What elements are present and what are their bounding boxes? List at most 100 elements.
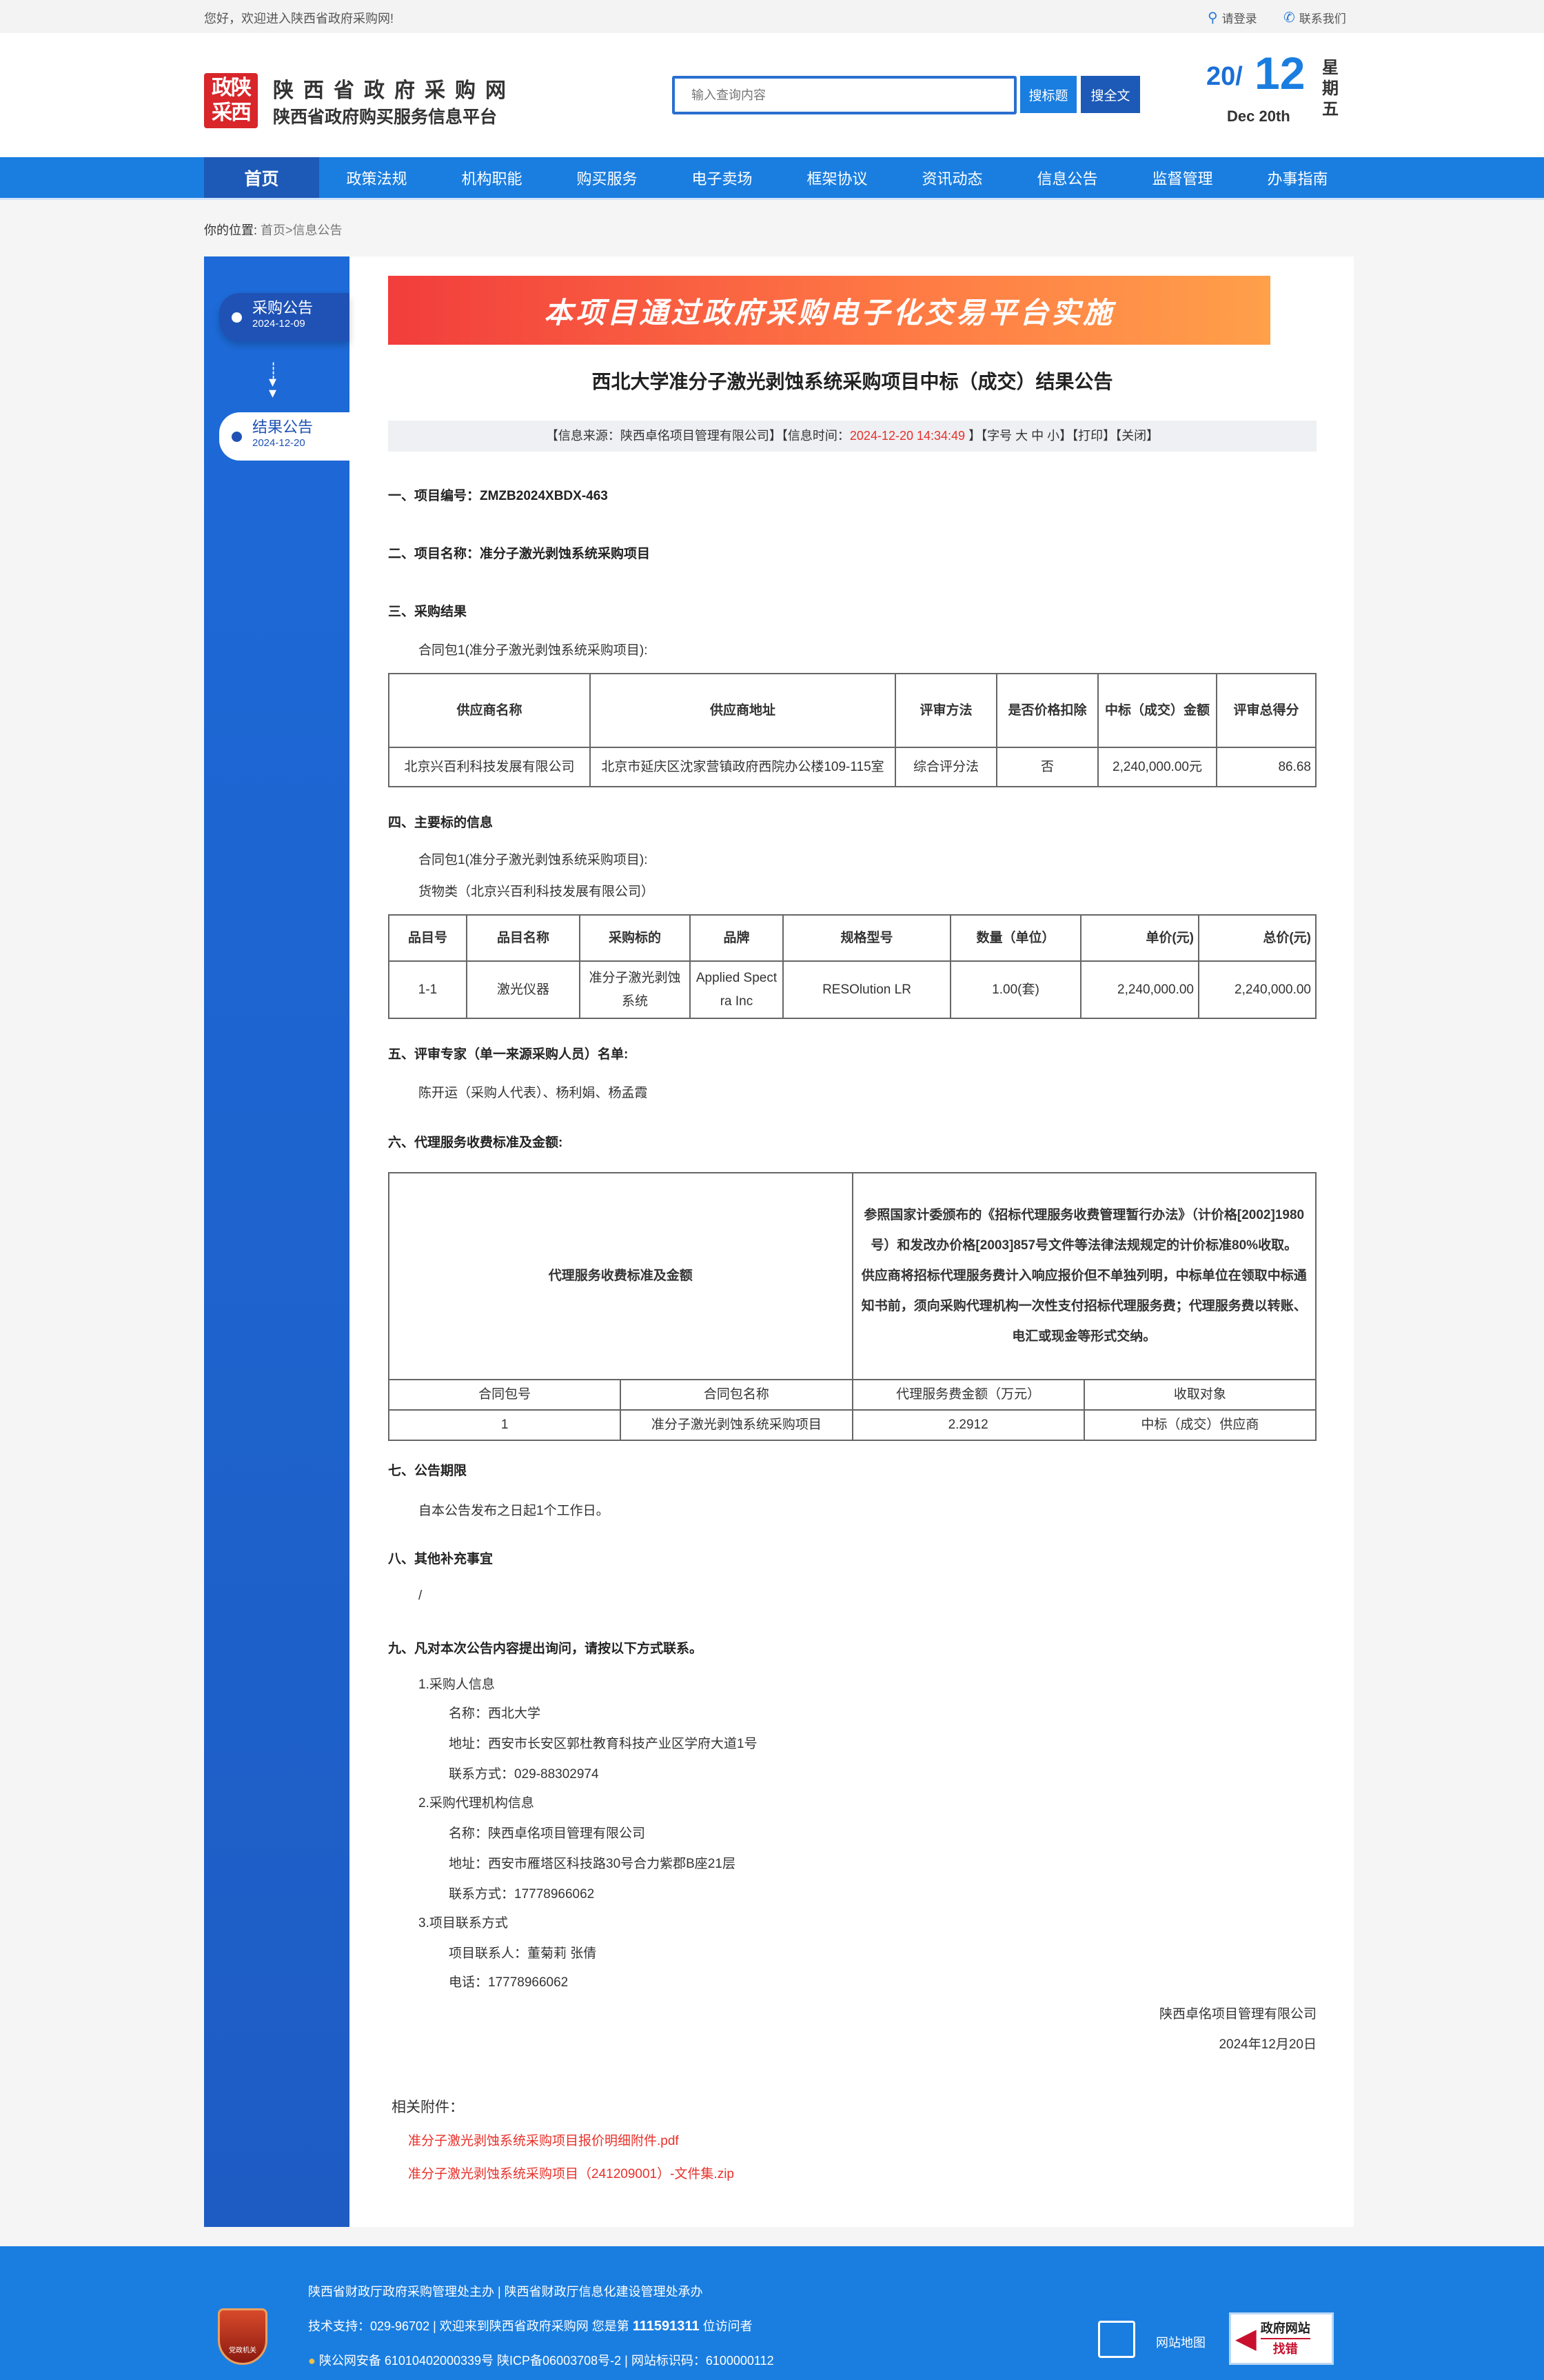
section-period-heading: 七、公告期限 — [388, 1464, 467, 1478]
items-table: 品目号 品目名称 采购标的 品牌 规格型号 数量（单位） 单价(元) 总价(元)… — [388, 914, 1317, 1019]
section-contact-heading: 九、凡对本次公告内容提出询问，请按以下方式联系。 — [388, 1642, 703, 1656]
cell: 综合评分法 — [895, 747, 997, 787]
cell: 准分子激光剥蚀系统 — [579, 960, 691, 1019]
cell: 2,240,000.00 — [1080, 960, 1199, 1019]
sidebar-item-result-notice[interactable]: 结果公告 2024-12-20 — [219, 412, 349, 461]
site-subtitle: 陕西省政府购买服务信息平台 — [273, 108, 498, 127]
nav-supervision[interactable]: 监督管理 — [1152, 170, 1213, 188]
cell: 2.2912 — [851, 1409, 1085, 1441]
search-fulltext-button[interactable]: 搜全文 — [1081, 76, 1140, 113]
cell: 1.00(套) — [950, 960, 1081, 1019]
col-header: 是否价格扣除 — [996, 673, 1099, 748]
col-header: 总价(元) — [1198, 914, 1317, 962]
agent-phone: 联系方式：17778966062 — [449, 1887, 595, 1902]
nav-policy[interactable]: 政策法规 — [346, 170, 407, 188]
project-contact-phone: 电话：17778966062 — [449, 1975, 569, 1990]
cell: 准分子激光剥蚀系统采购项目 — [620, 1409, 853, 1441]
agent-heading: 2.采购代理机构信息 — [418, 1796, 534, 1811]
cell: 否 — [996, 747, 1099, 787]
fee-table: 代理服务收费标准及金额 参照国家计委颁布的《招标代理服务收费管理暂行办法》（计价… — [387, 1172, 1317, 1441]
col-header: 数量（单位） — [950, 914, 1081, 962]
cell: 86.68 — [1216, 747, 1317, 787]
table-row: 北京兴百利科技发展有限公司 北京市延庆区沈家营镇政府西院办公楼109-115室 … — [388, 747, 1317, 787]
fee-label: 代理服务收费标准及金额 — [388, 1172, 853, 1380]
report-error-button[interactable]: ◀ 政府网站 找错 — [1229, 2312, 1334, 2365]
nav-home[interactable]: 首页 — [204, 157, 319, 198]
nav-institutions[interactable]: 机构职能 — [461, 170, 522, 188]
table-row: 1-1 激光仪器 准分子激光剥蚀系统 Applied Spectra Inc R… — [388, 960, 1317, 1019]
table-row: 1 准分子激光剥蚀系统采购项目 2.2912 中标（成交）供应商 — [387, 1409, 1317, 1441]
sidebar-item-date: 2024-12-20 — [252, 437, 305, 449]
col-header: 供应商地址 — [589, 673, 896, 748]
attachment-link-pdf[interactable]: 准分子激光剥蚀系统采购项目报价明细附件.pdf — [408, 2134, 679, 2148]
nav-purchase-services[interactable]: 购买服务 — [576, 170, 638, 188]
footer-registration[interactable]: ● 陕公网安备 61010402000339号 陕ICP备06003708号-2… — [308, 2354, 774, 2368]
cell: 2,240,000.00元 — [1097, 747, 1217, 787]
buyer-name: 名称：西北大学 — [449, 1706, 541, 1721]
cell: 1 — [387, 1409, 622, 1441]
col-header: 品目名称 — [466, 914, 580, 962]
site-name: 陕西省政府采购网 — [273, 79, 516, 102]
info-actions[interactable]: 】【字号 大 中 小】【打印】【关闭】 — [965, 429, 1159, 443]
date-year: 20/ — [1206, 62, 1243, 91]
section-project-name: 二、项目名称：准分子激光剥蚀系统采购项目 — [388, 547, 651, 561]
cell: 北京市延庆区沈家营镇政府西院办公楼109-115室 — [589, 747, 896, 787]
fee-description: 参照国家计委颁布的《招标代理服务收费管理暂行办法》（计价格[2002]1980号… — [851, 1172, 1317, 1380]
attachment-link-zip[interactable]: 准分子激光剥蚀系统采购项目（241209001）-文件集.zip — [408, 2167, 734, 2181]
arrow-down-icon: ┊ ▾ ▾ — [269, 362, 278, 401]
section-other-heading: 八、其他补充事宜 — [388, 1552, 494, 1566]
phone-icon: ✆ — [1283, 10, 1295, 26]
project-contact-person: 项目联系人：董菊莉 张倩 — [449, 1946, 597, 1961]
agent-name: 名称：陕西卓佲项目管理有限公司 — [449, 1826, 646, 1841]
attachments-label: 相关附件： — [392, 2099, 464, 2115]
package-label: 合同包1(准分子激光剥蚀系统采购项目): — [418, 643, 648, 658]
table-header-row: 供应商名称 供应商地址 评审方法 是否价格扣除 中标（成交）金额 评审总得分 — [388, 673, 1317, 748]
info-bar: 【信息来源：陕西卓佲项目管理有限公司】【信息时间：2024-12-20 14:3… — [388, 421, 1317, 452]
date-day: 12 — [1254, 48, 1306, 99]
table-header-row: 品目号 品目名称 采购标的 品牌 规格型号 数量（单位） 单价(元) 总价(元) — [388, 914, 1317, 962]
info-source: 【信息来源：陕西卓佲项目管理有限公司】【信息时间： — [545, 429, 850, 443]
signature-date: 2024年12月20日 — [1219, 2037, 1317, 2052]
col-header: 品牌 — [689, 914, 784, 962]
search-input[interactable] — [672, 76, 1017, 114]
nav-guide[interactable]: 办事指南 — [1267, 170, 1328, 188]
login-link[interactable]: ⚲ 请登录 — [1208, 9, 1257, 26]
sitemap-icon[interactable] — [1098, 2321, 1135, 2358]
cell: 1-1 — [388, 960, 467, 1019]
contact-link[interactable]: ✆ 联系我们 — [1283, 9, 1346, 26]
result-table: 供应商名称 供应商地址 评审方法 是否价格扣除 中标（成交）金额 评审总得分 北… — [388, 673, 1317, 787]
buyer-heading: 1.采购人信息 — [418, 1677, 495, 1692]
nav-news[interactable]: 资讯动态 — [922, 170, 983, 188]
col-header: 合同包号 — [387, 1379, 622, 1411]
col-header: 评审方法 — [895, 673, 997, 748]
col-header: 规格型号 — [782, 914, 951, 962]
col-header: 合同包名称 — [620, 1379, 853, 1411]
signature-org: 陕西卓佲项目管理有限公司 — [1159, 2007, 1317, 2021]
sidebar-item-procurement-notice[interactable]: 采购公告 2024-12-09 — [219, 293, 349, 341]
page-title: 西北大学准分子激光剥蚀系统采购项目中标（成交）结果公告 — [591, 371, 1113, 392]
footer: 党政机关 陕西省财政厅政府采购管理处主办 | 陕西省财政厅信息化建设管理处承办 … — [0, 2246, 1544, 2380]
nav-announcements[interactable]: 信息公告 — [1037, 170, 1098, 188]
welcome-text: 您好，欢迎进入陕西省政府采购网! — [204, 12, 394, 26]
site-logo[interactable]: 政陕 采西 — [204, 73, 258, 128]
project-contact-heading: 3.项目联系方式 — [418, 1916, 508, 1930]
col-header: 中标（成交）金额 — [1097, 673, 1217, 748]
nav-framework[interactable]: 框架协议 — [806, 170, 868, 188]
cell: 北京兴百利科技发展有限公司 — [388, 747, 591, 787]
buyer-address: 地址：西安市长安区郭杜教育科技产业区学府大道1号 — [449, 1737, 758, 1751]
agent-address: 地址：西安市雁塔区科技路30号合力紫郡B座21层 — [449, 1857, 735, 1871]
contact-label: 联系我们 — [1299, 12, 1346, 26]
sidebar — [204, 256, 349, 2227]
cell: Applied Spectra Inc — [689, 960, 784, 1019]
party-government-emblem-icon[interactable]: 党政机关 — [218, 2308, 267, 2365]
nav-e-mall[interactable]: 电子卖场 — [691, 170, 753, 188]
sitemap-link[interactable]: 网站地图 — [1156, 2336, 1206, 2350]
breadcrumb-home[interactable]: 首页 — [261, 223, 286, 237]
section-result-heading: 三、采购结果 — [388, 605, 467, 619]
top-bar: 您好，欢迎进入陕西省政府采购网! ⚲ 请登录 ✆ 联系我们 — [0, 0, 1544, 33]
section-fee-heading: 六、代理服务收费标准及金额: — [388, 1136, 563, 1150]
section-items-heading: 四、主要标的信息 — [388, 816, 494, 830]
search-title-button[interactable]: 搜标题 — [1020, 76, 1077, 113]
col-header: 采购标的 — [579, 914, 691, 962]
